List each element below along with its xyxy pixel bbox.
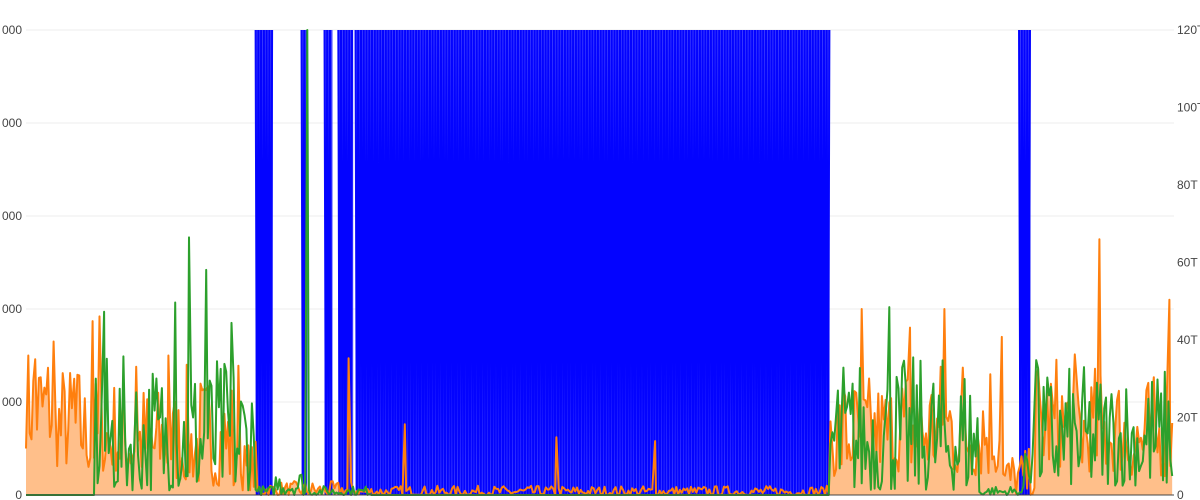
right-tick-label: 20T xyxy=(1177,411,1198,425)
blue-series-band xyxy=(324,30,333,495)
left-tick-label: 000 xyxy=(2,23,22,37)
left-tick-label: 000 xyxy=(2,209,22,223)
left-tick-label: 000 xyxy=(2,395,22,409)
left-tick-label: 000 xyxy=(2,116,22,130)
orange-area xyxy=(26,239,1173,495)
blue-series-band xyxy=(255,30,273,495)
right-y-axis-ticks: 0 20T 40T 60T 80T 100T 120T xyxy=(1177,23,1200,500)
right-tick-label: 40T xyxy=(1177,333,1198,347)
orange-area-fill xyxy=(26,239,1173,495)
right-tick-label: 80T xyxy=(1177,178,1198,192)
right-tick-label: 120T xyxy=(1177,23,1200,37)
blue-series-band xyxy=(355,30,830,495)
orange-series xyxy=(25,238,1174,496)
blue-series-band xyxy=(1019,30,1031,495)
left-tick-label: 000 xyxy=(2,302,22,316)
orange-line xyxy=(25,238,1174,496)
right-tick-label: 0 xyxy=(1177,488,1184,500)
right-tick-label: 100T xyxy=(1177,101,1200,115)
left-tick-label: 0 xyxy=(15,488,22,500)
blue-series-band xyxy=(301,30,308,495)
right-tick-label: 60T xyxy=(1177,256,1198,270)
blue-series xyxy=(254,29,1031,496)
